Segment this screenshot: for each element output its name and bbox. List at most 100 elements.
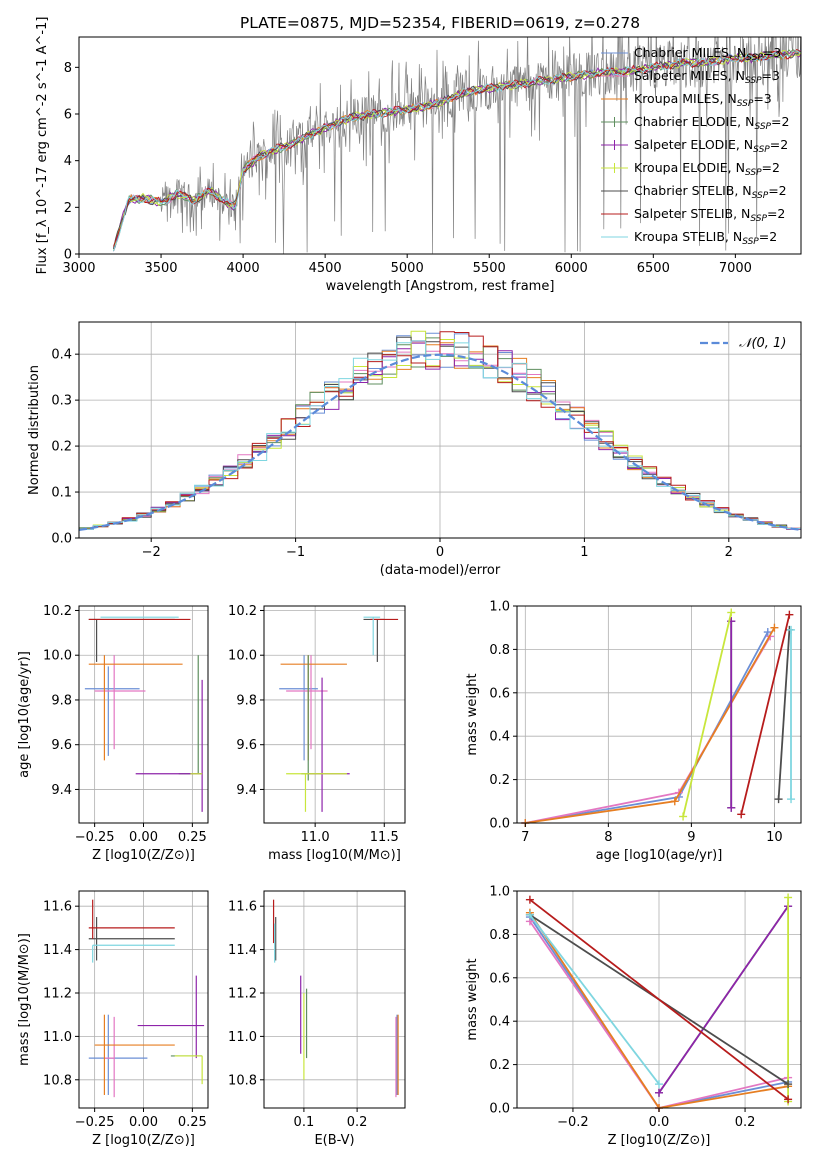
errorbar-point [178, 655, 203, 775]
legend-entry-tail: =3 [753, 91, 771, 106]
errorbar-point [94, 1014, 175, 1095]
legend-entry-tail: =3 [763, 45, 781, 60]
x-tick-label: 0 [436, 545, 444, 560]
x-tick-label: 3000 [62, 261, 95, 276]
y-axis-label: mass weight [465, 673, 480, 755]
legend-entry-text: Kroupa ELODIE, N [634, 160, 745, 175]
y-tick-label: 2 [64, 201, 72, 216]
weight-series-marker [655, 1080, 663, 1089]
weight-series-line [525, 635, 772, 824]
errorbar-point [94, 655, 146, 750]
legend-entry-tail: =2 [768, 183, 786, 198]
x-tick-label: −0.25 [75, 830, 115, 845]
x-tick-label: 9 [687, 830, 695, 845]
weight-series-marker [774, 795, 783, 804]
y-axis-label: Normed distribution [27, 365, 42, 495]
plot-frame [263, 890, 406, 1109]
legend-entry: Chabrier ELODIE, NSSP=2 [634, 114, 789, 132]
y-tick-label: 4 [64, 154, 72, 169]
weight-series-line [777, 629, 791, 800]
y-tick-label: 0.0 [51, 532, 72, 547]
legend-entry-text: Kroupa STELIB, N [634, 229, 742, 244]
figure-title: PLATE=0875, MJD=52354, FIBERID=0619, z=0… [240, 14, 640, 32]
errorbar-point [88, 899, 175, 939]
mass_vs_Z-panel: −0.25 0.00 0.25 10.8 11.0 11.2 11.4 11.6 Z [log1… [17, 890, 209, 1148]
x-tick-label: 4000 [227, 261, 260, 276]
x-axis-label: E(B-V) [314, 1133, 354, 1148]
legend-entry-sub: SSP [745, 76, 762, 86]
errorbar-point [174, 1055, 203, 1085]
weight-series-marker [727, 608, 736, 617]
x-axis-label: (data-model)/error [380, 563, 501, 578]
y-tick-label: 9.4 [236, 783, 257, 798]
x-tick-label: 0.00 [129, 1115, 158, 1130]
plot-frame [516, 605, 802, 824]
weight-series-marker [784, 1080, 793, 1089]
weight-series-marker [679, 812, 688, 821]
weight-series-line [740, 614, 791, 815]
y-tick-label: 0.0 [489, 1102, 510, 1117]
legend-entry: Salpeter STELIB, NSSP=2 [634, 206, 785, 224]
legend-entry-text: Salpeter MILES, N [634, 68, 745, 83]
y-axis-label: Flux [f_λ 10^-17 erg cm^-2 s^-1 A^-1] [35, 17, 50, 275]
legend-entry: Salpeter ELODIE, NSSP=2 [634, 137, 788, 155]
weight-series-marker [785, 610, 794, 619]
legend-entry-sub: SSP [742, 237, 759, 247]
legend-entry-sub: SSP [750, 214, 767, 224]
errorbar-point [286, 655, 328, 750]
x-tick-label: 7000 [719, 261, 752, 276]
spectrum-panel: 3000 3500 4000 4500 5000 5500 6000 6500 7000 0 2 4 6… [35, 17, 802, 294]
y-tick-label: 1.0 [489, 600, 510, 615]
weight-series-marker [787, 795, 796, 804]
legend-entry-tail: =3 [762, 68, 780, 83]
weight_vs_Z-panel: −0.2 0.0 0.2 0.0 0.2 0.4 0.6 0.8 1.0 Z [log10(Z/Z… [465, 885, 802, 1148]
model-spectrum [113, 50, 801, 251]
errorbar-point [286, 773, 347, 812]
y-tick-label: 0.4 [51, 348, 72, 363]
x-tick-label: 5000 [391, 261, 424, 276]
y-tick-label: 6 [64, 108, 72, 123]
errorbar-point [88, 655, 183, 761]
errorbar-point [363, 616, 381, 656]
y-tick-label: 11.2 [228, 986, 257, 1001]
x-tick-label: 11.0 [301, 830, 330, 845]
weight-series-line [658, 905, 789, 1094]
x-tick-label: 5500 [473, 261, 506, 276]
legend-entry: Salpeter MILES, NSSP=3 [634, 68, 780, 86]
x-tick-label: 0.25 [178, 1115, 207, 1130]
y-tick-label: 8 [64, 61, 72, 76]
y-tick-label: 0.2 [489, 773, 510, 788]
y-tick-label: 9.8 [51, 693, 72, 708]
legend-entry-text: Salpeter STELIB, N [634, 206, 750, 221]
y-tick-label: 11.4 [228, 943, 257, 958]
x-tick-label: 2 [725, 545, 733, 560]
mass_vs_ebv-panel: 0.1 0.2 10.8 11.0 11.2 11.4 11.6 E(B-V) [228, 890, 406, 1148]
x-tick-label: 3500 [144, 261, 177, 276]
plot-frame [263, 605, 406, 824]
weight-series-line [529, 898, 789, 1101]
x-axis-label: Z [log10(Z/Z⊙)] [92, 848, 195, 863]
y-tick-label: 0.8 [489, 643, 510, 658]
legend-entry: Kroupa ELODIE, NSSP=2 [634, 160, 780, 178]
y-tick-label: 0.8 [489, 928, 510, 943]
weight-series-marker [670, 797, 679, 806]
weight-series-line [525, 627, 776, 824]
weight-series-marker [727, 803, 736, 812]
y-tick-label: 9.8 [236, 693, 257, 708]
y-tick-label: 0.6 [489, 686, 510, 701]
weight-series-marker [525, 910, 534, 919]
weight-series-marker [737, 810, 746, 819]
errorbar-point [137, 975, 205, 1059]
x-tick-label: 0.1 [294, 1115, 315, 1130]
y-tick-label: 10.8 [43, 1073, 72, 1088]
weight-series-line [682, 612, 733, 817]
y-tick-label: 9.6 [51, 738, 72, 753]
y-tick-label: 10.2 [43, 604, 72, 619]
age_vs_mass-panel: 11.0 11.5 9.4 9.6 9.8 10.0 10.2 mass [log10(M/M… [228, 604, 406, 863]
legend-entry-text: Chabrier STELIB, N [634, 183, 752, 198]
y-tick-label: 9.6 [236, 738, 257, 753]
weight-series-marker [525, 895, 534, 904]
y-tick-label: 0.2 [51, 440, 72, 455]
x-tick-label: 6500 [637, 261, 670, 276]
weight-series-line [529, 914, 660, 1085]
